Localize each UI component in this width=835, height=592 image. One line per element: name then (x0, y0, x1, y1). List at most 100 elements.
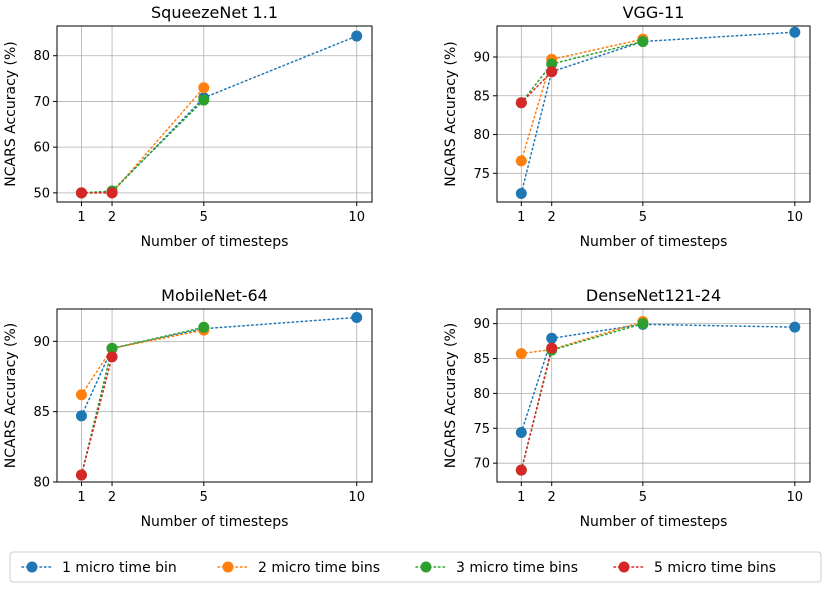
data-point-3-micro-time-bins (198, 321, 210, 333)
legend-entry-3-micro-time-bins: 3 micro time bins (415, 560, 578, 576)
legend-label: 5 micro time bins (654, 560, 776, 576)
axes-frame (56, 308, 373, 483)
x-axis-label: Number of timesteps (580, 514, 728, 530)
y-tick-label: 90 (473, 51, 490, 66)
y-tick-label: 80 (473, 387, 490, 402)
x-tick-label: 10 (348, 490, 365, 505)
legend-entries: 1 micro time bin 2 micro time bins 3 micro… (21, 560, 776, 576)
x-tick-label: 10 (348, 210, 365, 225)
legend-swatch-marker (222, 561, 234, 573)
x-tick-label: 2 (108, 490, 116, 505)
data-point-1-micro-time-bin (351, 30, 363, 42)
panel-densenet121-24: 1 2 5 10 70 75 80 85 90 DenseNet121-24 Number of t… (443, 286, 811, 530)
series-line-5-micro-time-bins (520, 347, 553, 471)
y-axis-label: NCARS Accuracy (%) (443, 41, 459, 186)
y-tick-label: 70 (473, 457, 490, 472)
series-line-2-micro-time-bins (520, 38, 644, 162)
legend: 1 micro time bin 2 micro time bins 3 micro… (9, 551, 822, 583)
legend-entry-2-micro-time-bins: 2 micro time bins (217, 560, 380, 576)
panel-mobilenet-64: 1 2 5 10 80 85 90 MobileNet-64 Number of timeste… (3, 286, 373, 530)
data-point-2-micro-time-bins (198, 82, 210, 94)
data-point-1-micro-time-bin (546, 332, 558, 344)
y-tick-label: 80 (473, 128, 490, 143)
axes-frame (496, 308, 811, 483)
y-tick-label: 85 (473, 352, 490, 367)
series-line-2-micro-time-bins (520, 320, 644, 355)
data-point-5-micro-time-bins (515, 464, 527, 476)
x-tick-label: 2 (548, 490, 556, 505)
y-tick-label: 75 (473, 422, 490, 437)
legend-swatch-marker (26, 561, 38, 573)
legend-label: 2 micro time bins (258, 560, 380, 576)
y-axis-label: NCARS Accuracy (%) (3, 41, 19, 186)
y-tick-label: 85 (473, 89, 490, 104)
x-axis-label: Number of timesteps (141, 234, 289, 250)
y-tick-label: 80 (33, 49, 50, 64)
data-point-5-micro-time-bins (546, 342, 558, 354)
data-point-1-micro-time-bin (515, 426, 527, 438)
data-point-1-micro-time-bin (515, 187, 527, 199)
data-point-3-micro-time-bins (637, 318, 649, 330)
y-axis-label: NCARS Accuracy (%) (443, 323, 459, 468)
data-point-5-micro-time-bins (546, 66, 558, 78)
data-point-1-micro-time-bin (789, 321, 801, 333)
subplots: 1 2 5 10 50 60 70 80 SqueezeNet 1.1 Number of tim… (3, 3, 811, 530)
data-point-1-micro-time-bin (75, 410, 87, 422)
x-tick-label: 1 (517, 210, 525, 225)
data-point-3-micro-time-bins (198, 94, 210, 106)
x-axis-label: Number of timesteps (141, 514, 289, 530)
legend-swatch-marker (420, 561, 432, 573)
panel-title: MobileNet-64 (161, 286, 268, 305)
legend-entry-1-micro-time-bin: 1 micro time bin (21, 560, 177, 576)
series-line-1-micro-time-bin (520, 323, 796, 434)
panel-squeezenet-1-1: 1 2 5 10 50 60 70 80 SqueezeNet 1.1 Number of tim… (3, 3, 373, 250)
y-tick-label: 60 (33, 141, 50, 156)
data-point-5-micro-time-bins (75, 187, 87, 199)
y-tick-label: 90 (473, 317, 490, 332)
legend-swatch-marker (618, 561, 630, 573)
legend-entry-5-micro-time-bins: 5 micro time bins (613, 560, 776, 576)
y-tick-label: 80 (33, 476, 50, 491)
x-tick-label: 5 (639, 210, 647, 225)
y-tick-label: 50 (33, 186, 50, 201)
data-point-2-micro-time-bins (75, 389, 87, 401)
y-axis-label: NCARS Accuracy (%) (3, 323, 19, 468)
panel-title: VGG-11 (623, 3, 685, 22)
x-tick-label: 1 (77, 210, 85, 225)
data-point-2-micro-time-bins (515, 155, 527, 167)
x-tick-label: 10 (787, 210, 804, 225)
axes-frame (496, 25, 811, 203)
x-tick-label: 1 (77, 490, 85, 505)
x-tick-label: 5 (200, 210, 208, 225)
axes-frame (56, 25, 373, 203)
series-line-1-micro-time-bin (520, 31, 796, 195)
x-tick-label: 10 (787, 490, 804, 505)
legend-label: 3 micro time bins (456, 560, 578, 576)
y-tick-label: 85 (33, 405, 50, 420)
data-point-1-micro-time-bin (351, 311, 363, 323)
data-point-3-micro-time-bins (637, 36, 649, 48)
x-tick-label: 1 (517, 490, 525, 505)
y-tick-label: 75 (473, 167, 490, 182)
y-tick-label: 90 (33, 335, 50, 350)
x-tick-label: 2 (108, 210, 116, 225)
data-point-1-micro-time-bin (789, 26, 801, 38)
panel-vgg-11: 1 2 5 10 75 80 85 90 VGG-11 Number of timesteps NC… (443, 3, 811, 250)
panel-title: SqueezeNet 1.1 (151, 3, 278, 22)
x-tick-label: 2 (548, 210, 556, 225)
x-tick-label: 5 (639, 490, 647, 505)
data-point-5-micro-time-bins (515, 97, 527, 109)
series-line-5-micro-time-bins (520, 70, 553, 104)
x-axis-label: Number of timesteps (580, 234, 728, 250)
x-tick-label: 5 (200, 490, 208, 505)
data-point-2-micro-time-bins (515, 348, 527, 360)
data-point-5-micro-time-bins (106, 351, 118, 363)
panel-title: DenseNet121-24 (586, 286, 721, 305)
data-point-3-micro-time-bins (106, 342, 118, 354)
data-point-5-micro-time-bins (106, 187, 118, 199)
y-tick-label: 70 (33, 95, 50, 110)
legend-label: 1 micro time bin (62, 560, 177, 576)
data-point-3-micro-time-bins (546, 58, 558, 70)
